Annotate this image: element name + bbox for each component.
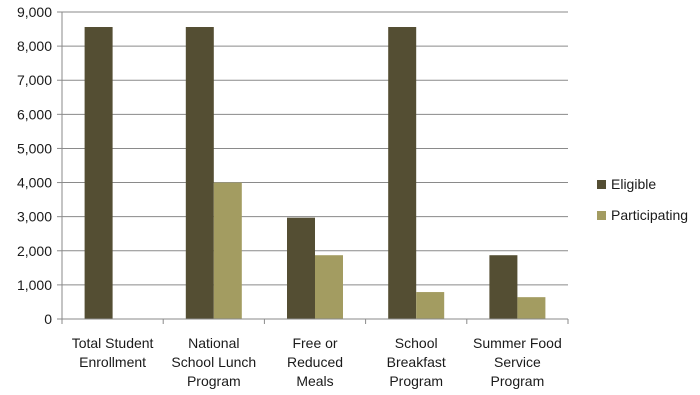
x-category-label-line: Breakfast <box>387 354 446 370</box>
x-category-label-line: Free or <box>292 335 337 351</box>
x-category-label-line: School <box>395 335 438 351</box>
y-tick-label: 6,000 <box>17 106 52 122</box>
y-tick-label: 0 <box>44 311 52 327</box>
x-category-label-line: Program <box>389 373 443 389</box>
y-tick-label: 2,000 <box>17 243 52 259</box>
bar-participating <box>315 255 343 319</box>
x-category-label-line: Program <box>491 373 545 389</box>
gridlines <box>62 11 568 286</box>
y-tick-label: 8,000 <box>17 38 52 54</box>
y-tick-label: 3,000 <box>17 209 52 225</box>
bar-participating <box>416 292 445 319</box>
x-category-label-line: Enrollment <box>79 354 146 370</box>
x-category-label: National School Lunch Program <box>171 335 256 389</box>
y-tick-label: 1,000 <box>17 277 52 293</box>
y-axis-ticks: 0 1,000 2,000 3,000 4,000 5,000 6,000 7,000 8,00… <box>17 4 62 327</box>
x-category-label-line: Program <box>187 373 241 389</box>
x-axis-labels: Total Student Enrollment National School Lu… <box>72 335 562 389</box>
x-category-label-line: Summer Food <box>473 335 562 351</box>
y-tick-label: 5,000 <box>17 140 52 156</box>
x-category-label-line: Service <box>494 354 541 370</box>
y-tick-label: 4,000 <box>17 175 52 191</box>
x-category-label: Total Student Enrollment <box>72 335 154 370</box>
bar-eligible <box>84 27 113 320</box>
axes <box>61 12 569 324</box>
x-category-label-line: Reduced <box>287 354 343 370</box>
bar-eligible <box>287 217 315 319</box>
bar-eligible <box>185 27 214 320</box>
bar-participating <box>517 297 546 319</box>
bar-participating <box>213 182 242 319</box>
y-tick-label: 9,000 <box>17 4 52 20</box>
x-category-label-line: School Lunch <box>171 354 256 370</box>
x-category-label: Summer Food Service Program <box>473 335 562 389</box>
legend-label-eligible: Eligible <box>611 176 656 192</box>
bar-eligible <box>388 27 417 320</box>
legend-swatch-participating <box>597 211 606 220</box>
x-category-label-line: Total Student <box>72 335 154 351</box>
x-category-label: Free or Reduced Meals <box>287 335 343 389</box>
legend-swatch-eligible <box>597 180 606 189</box>
x-category-label-line: Meals <box>296 373 333 389</box>
x-category-label-line: National <box>188 335 239 351</box>
x-category-label: School Breakfast Program <box>387 335 446 389</box>
bars <box>84 27 546 320</box>
legend-label-participating: Participating <box>611 207 688 223</box>
legend: Eligible Participating <box>597 176 688 223</box>
bar-eligible <box>489 255 518 319</box>
y-tick-label: 7,000 <box>17 72 52 88</box>
